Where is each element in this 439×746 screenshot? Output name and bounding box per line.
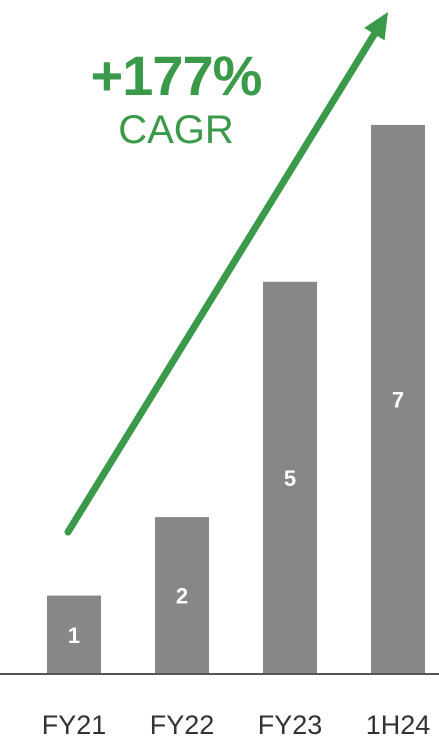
bar-fy23: [263, 281, 317, 674]
trend-arrow-head: [364, 12, 388, 41]
data-labels-group: 1 2 5 7: [68, 387, 404, 647]
trend-arrow-shaft: [64, 30, 378, 536]
growth-value: +177%: [90, 44, 263, 107]
x-tick-labels-group: FY21 FY22 FY23 1H24: [42, 710, 431, 740]
bar-fy22: [155, 517, 209, 674]
bar-value-label: 7: [392, 387, 404, 412]
x-tick-label: FY21: [42, 710, 107, 740]
bar-fy21: [47, 595, 101, 674]
x-tick-label: FY22: [150, 710, 215, 740]
trend-arrow: [64, 12, 388, 536]
bar-1h24: [371, 124, 425, 675]
x-tick-label: 1H24: [366, 710, 431, 740]
bar-value-label: 2: [176, 584, 188, 609]
growth-metric-label: CAGR: [118, 108, 234, 152]
growth-headline: +177% CAGR: [56, 44, 296, 153]
bars-group: [47, 124, 425, 675]
bar-value-label: 5: [284, 466, 296, 491]
bar-value-label: 1: [68, 623, 80, 648]
x-tick-label: FY23: [258, 710, 323, 740]
